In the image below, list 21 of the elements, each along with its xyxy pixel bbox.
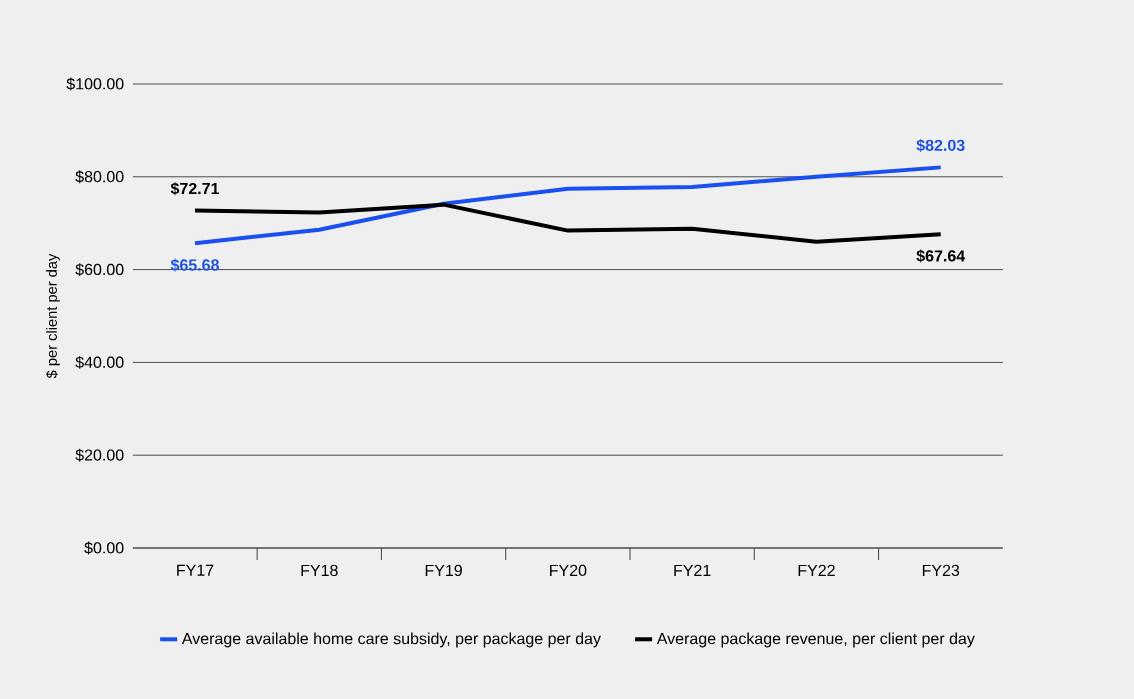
data-label: $67.64: [916, 249, 966, 263]
legend-label: Average package revenue, per client per day: [656, 632, 975, 648]
x-tick-label: FY19: [425, 564, 462, 577]
y-tick-label: $40.00: [75, 355, 124, 369]
legend-label: Average available home care subsidy, per package per day: [181, 632, 601, 648]
x-tick-label: FY22: [798, 564, 835, 576]
y-tick-label: $0.00: [84, 541, 124, 555]
y-tick-label: $60.00: [75, 263, 124, 277]
line-series: [193, 202, 943, 244]
data-label: $82.03: [916, 138, 965, 152]
x-tick-label: FY18: [301, 564, 338, 577]
data-label: $65.68: [170, 258, 219, 272]
x-tick-label: FY23: [922, 564, 960, 577]
y-axis-title: $ per client per day: [45, 253, 60, 379]
y-tick-label: $80.00: [75, 170, 124, 184]
y-tick-label: $100.00: [66, 77, 124, 91]
x-tick-label: FY20: [550, 564, 587, 577]
x-tick-label: FY17: [177, 564, 214, 576]
y-tick-label: $20.00: [75, 448, 124, 462]
data-label: $72.71: [170, 182, 220, 196]
x-tick-label: FY21: [674, 564, 711, 576]
